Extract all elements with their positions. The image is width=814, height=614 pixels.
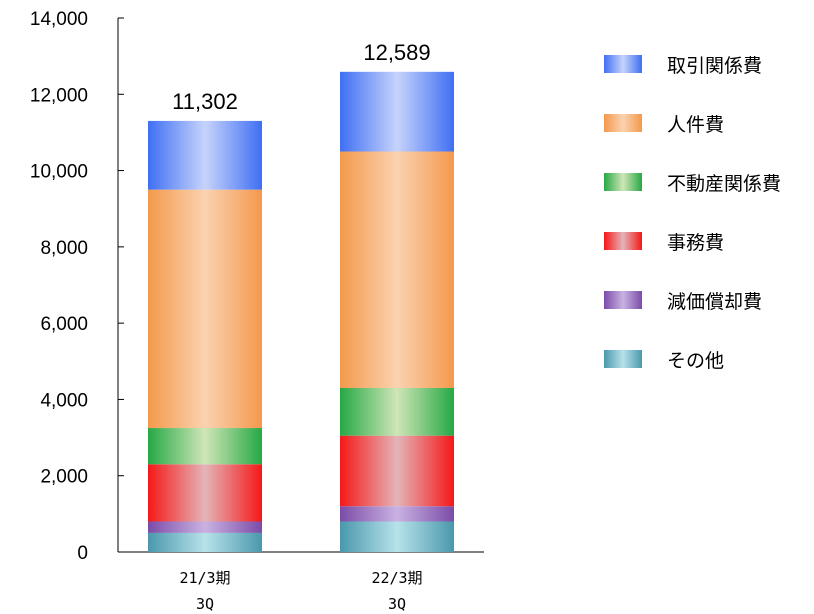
legend-swatch — [604, 291, 642, 309]
legend-label: その他 — [667, 350, 724, 372]
legend-swatch — [604, 114, 642, 132]
bar-segment — [340, 387, 454, 436]
bar-segment — [148, 428, 262, 465]
bar-total-label: 12,589 — [363, 40, 430, 65]
bar-segment — [148, 189, 262, 429]
y-tick-label: 14,000 — [30, 9, 88, 30]
y-tick-label: 0 — [77, 543, 88, 564]
bar-segment — [148, 521, 262, 533]
bar-segment — [340, 71, 454, 152]
legend-label: 不動産関係費 — [667, 173, 781, 195]
legend-label: 人件費 — [667, 114, 724, 136]
bar-total-label: 11,302 — [172, 89, 238, 114]
bar-segment — [148, 532, 262, 552]
x-tick-label: 21/3期 — [179, 569, 230, 587]
y-tick-label: 8,000 — [40, 238, 88, 259]
y-tick-label: 6,000 — [40, 314, 88, 335]
bar-segment — [340, 506, 454, 522]
legend-label: 取引関係費 — [667, 55, 762, 77]
bar-segment — [340, 521, 454, 552]
category-labels: 21/3期 3Q 22/3期 3Q — [179, 569, 422, 613]
bar-segment — [340, 435, 454, 507]
x-tick-label: 22/3期 — [371, 569, 422, 587]
legend-swatch — [604, 55, 642, 73]
bar-segment — [148, 120, 262, 190]
x-tick-label: 3Q — [196, 595, 214, 613]
legend-label: 事務費 — [667, 232, 724, 254]
bar-segment — [148, 464, 262, 522]
legend-swatch — [604, 350, 642, 368]
total-labels: 11,302 12,589 — [172, 40, 430, 114]
y-tick-label: 12,000 — [30, 85, 88, 106]
y-tick-label: 4,000 — [40, 390, 88, 411]
legend-label: 減価償却費 — [667, 291, 762, 313]
legend-swatch — [604, 232, 642, 250]
y-tick-label: 2,000 — [40, 467, 88, 488]
y-tick-label: 10,000 — [30, 162, 88, 183]
x-tick-label: 3Q — [388, 595, 406, 613]
axes: 0 2,000 4,000 6,000 8,000 10,000 12,000 14,000 — [30, 9, 484, 564]
legend-swatch — [604, 173, 642, 191]
bar-segment — [340, 151, 454, 388]
bars — [148, 71, 454, 552]
